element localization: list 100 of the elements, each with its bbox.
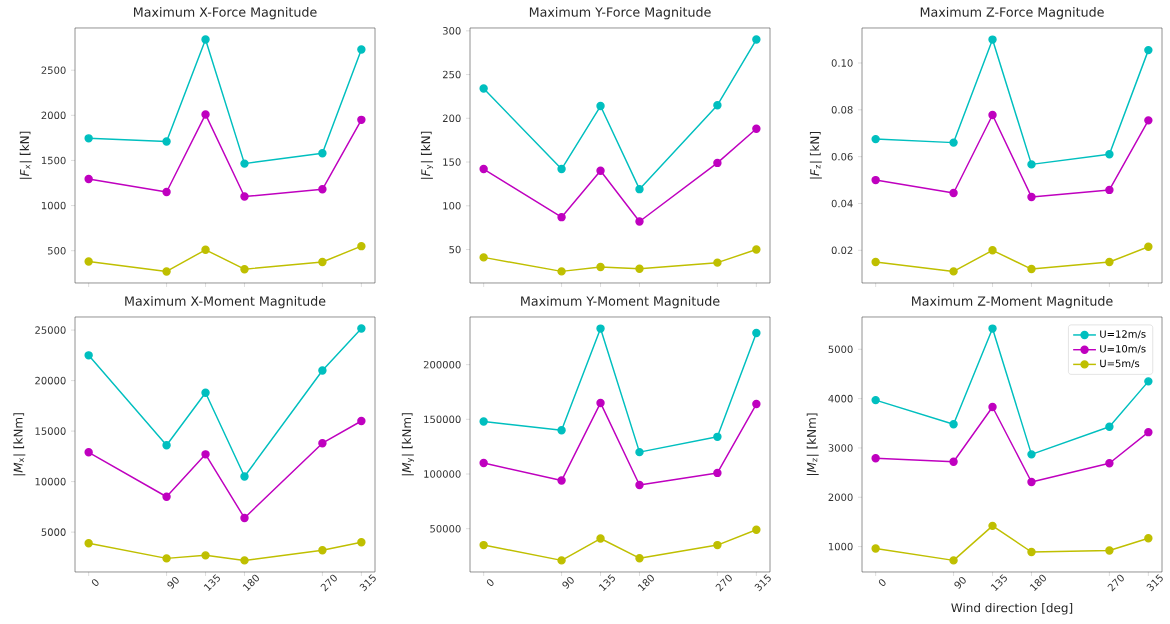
x-tick-label: 180 xyxy=(637,574,654,592)
point xyxy=(557,212,566,222)
point xyxy=(162,441,171,450)
point xyxy=(1144,377,1153,386)
point xyxy=(596,534,605,543)
legend-label: U=10m/s xyxy=(1100,344,1146,354)
point xyxy=(1027,547,1036,557)
y-tick-label: 3000 xyxy=(828,444,853,452)
point xyxy=(318,257,327,267)
point xyxy=(557,426,566,435)
x-tick-label: 135 xyxy=(990,574,1007,592)
point xyxy=(318,439,327,448)
point xyxy=(596,166,605,175)
y-tick-label: 50000 xyxy=(430,524,461,533)
point xyxy=(162,492,171,501)
point xyxy=(988,110,997,120)
y-tick-label: 1500 xyxy=(41,156,66,165)
y-tick-label: 200000 xyxy=(423,360,461,369)
x-tick-label: 0 xyxy=(486,579,494,586)
point xyxy=(752,245,761,254)
point xyxy=(635,217,644,226)
y-axis-title: |M$_{x}$| [kNm] xyxy=(13,413,26,476)
x-tick-label: 180 xyxy=(242,574,259,592)
y-tick-label: 2500 xyxy=(41,66,66,74)
y-tick-label: 200 xyxy=(442,114,461,123)
y-tick-label: 0.02 xyxy=(831,246,853,255)
point xyxy=(988,521,997,531)
point xyxy=(557,267,566,276)
point xyxy=(479,253,488,262)
point xyxy=(1105,257,1114,267)
y-tick-label: 500 xyxy=(47,246,66,255)
point xyxy=(596,324,605,333)
point xyxy=(949,267,958,276)
point xyxy=(596,398,605,408)
x-tick-label: 0 xyxy=(878,579,886,586)
y-tick-label: 10000 xyxy=(35,477,66,486)
point xyxy=(162,137,171,146)
point xyxy=(635,480,644,490)
point xyxy=(713,432,722,442)
x-tick-label: 180 xyxy=(1029,574,1046,592)
point xyxy=(318,366,327,375)
y-tick-label: 25000 xyxy=(35,326,66,334)
point xyxy=(871,257,880,267)
x-tick-label: 90 xyxy=(167,576,179,589)
point xyxy=(84,539,93,548)
point xyxy=(84,174,93,184)
point xyxy=(713,158,722,168)
point xyxy=(240,513,249,523)
y-tick-label: 20000 xyxy=(35,376,66,385)
y-tick-label: 2000 xyxy=(828,493,853,502)
point xyxy=(871,544,880,553)
point xyxy=(1105,459,1114,468)
point xyxy=(84,448,93,457)
y-tick-label: 1000 xyxy=(41,201,66,210)
point xyxy=(1027,160,1036,169)
point xyxy=(949,457,958,466)
point xyxy=(479,458,488,468)
point xyxy=(1027,192,1036,202)
point xyxy=(713,258,722,267)
point xyxy=(752,35,761,44)
chart-title: Maximum Z-Moment Magnitude xyxy=(912,296,1113,309)
point xyxy=(318,546,327,555)
point xyxy=(871,134,880,144)
y-axis-title: |F$_{z}$| [kN] xyxy=(809,131,822,179)
point xyxy=(988,35,997,44)
point xyxy=(240,556,249,565)
y-tick-label: 100 xyxy=(443,202,461,210)
x-tick-label: 90 xyxy=(562,576,574,589)
point xyxy=(596,262,605,272)
y-axis-title: |F$_{x}$| [kN] xyxy=(19,131,32,179)
point xyxy=(357,45,366,54)
point xyxy=(201,450,210,459)
point xyxy=(479,84,488,93)
y-axis-title: |M$_{y}$| [kNm] xyxy=(401,413,414,476)
x-tick-label: 135 xyxy=(598,574,615,592)
x-tick-label: 315 xyxy=(359,574,376,592)
y-tick-label: 2000 xyxy=(41,111,66,120)
point xyxy=(201,551,210,560)
point xyxy=(1144,45,1153,55)
chart-title: Maximum Z-Force Magnitude xyxy=(920,7,1104,20)
point xyxy=(1027,450,1036,459)
point xyxy=(357,416,366,426)
point xyxy=(557,164,566,174)
point xyxy=(1105,422,1114,431)
y-tick-label: 4000 xyxy=(828,394,853,403)
point xyxy=(557,476,566,485)
y-tick-label: 250 xyxy=(442,70,461,79)
point xyxy=(1144,116,1153,125)
x-tick-label: 0 xyxy=(91,579,99,586)
point xyxy=(162,554,171,563)
x-tick-label: 90 xyxy=(954,576,966,589)
point xyxy=(84,351,93,360)
y-tick-label: 100000 xyxy=(424,470,461,478)
y-tick-label: 150 xyxy=(443,158,461,166)
point xyxy=(240,192,249,201)
point xyxy=(1105,185,1114,195)
point xyxy=(1105,546,1114,555)
point xyxy=(1105,150,1114,159)
point xyxy=(949,420,958,429)
point xyxy=(357,538,366,547)
